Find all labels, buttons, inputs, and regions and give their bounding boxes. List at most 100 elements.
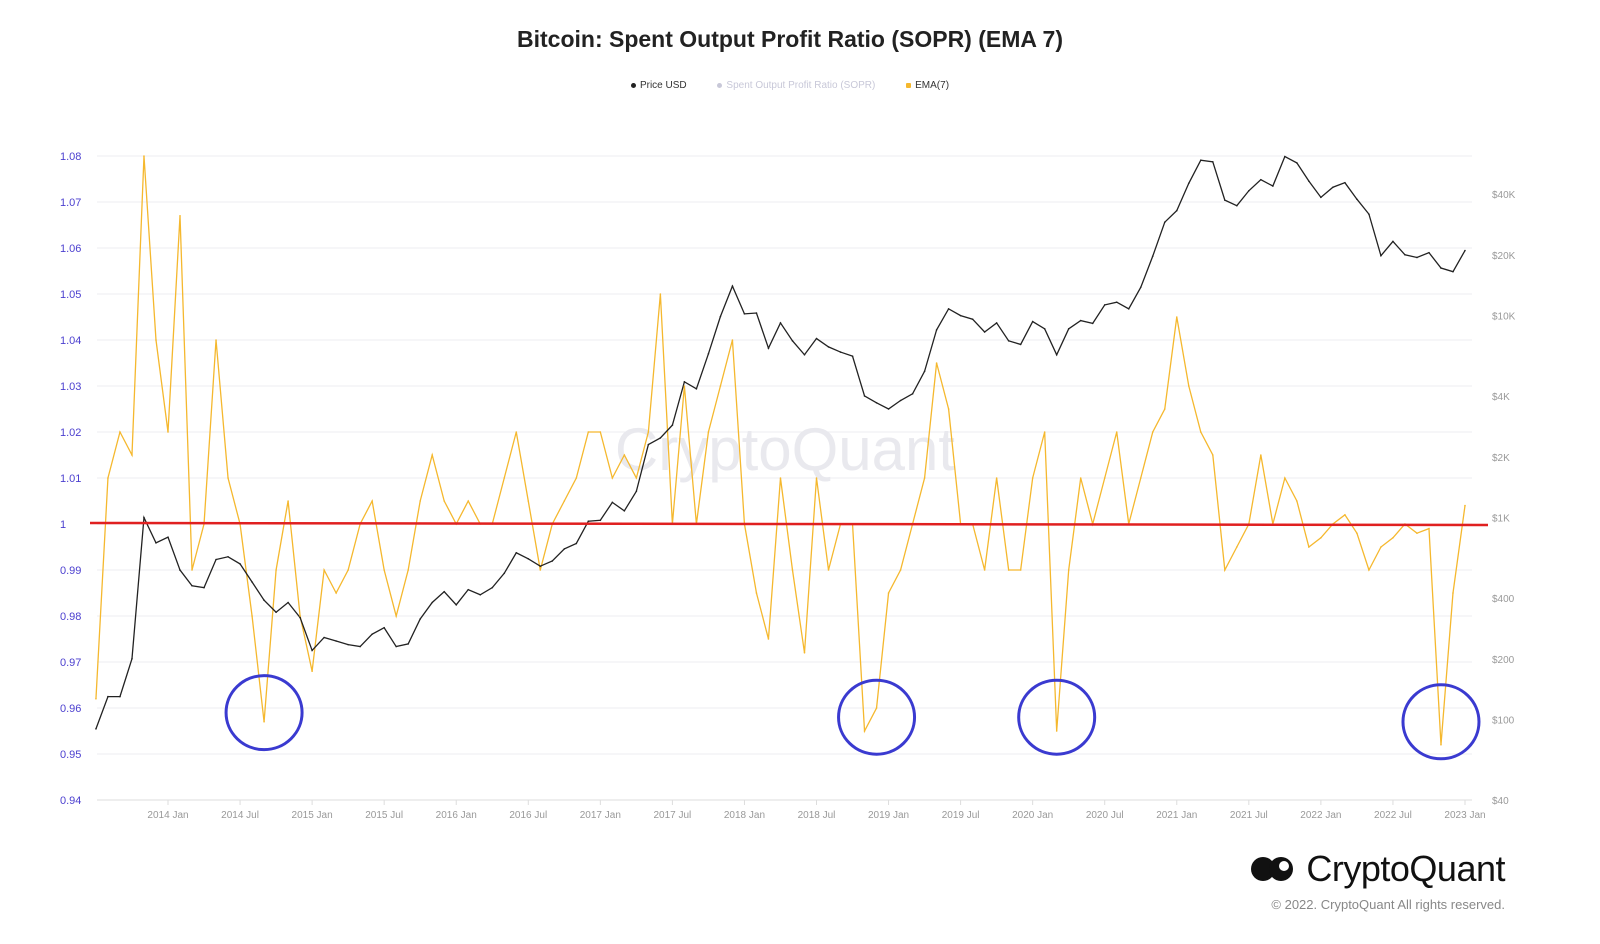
ema7-point xyxy=(119,431,121,433)
y-right-tick-label: $40K xyxy=(1492,190,1516,201)
ema7-point xyxy=(1103,477,1106,479)
price-point xyxy=(611,501,614,504)
price-points xyxy=(95,155,1466,730)
price-point xyxy=(635,490,638,493)
price-point xyxy=(1043,328,1046,330)
price-point xyxy=(1332,186,1334,189)
price-point xyxy=(1236,204,1238,207)
ema7-point xyxy=(443,500,446,502)
price-point xyxy=(167,536,169,538)
ema7-point xyxy=(983,569,986,571)
ema7-point xyxy=(623,454,626,456)
ema7-point xyxy=(287,500,289,502)
y-left-tick-label: 1.06 xyxy=(60,243,81,255)
ema7-point xyxy=(371,500,373,502)
cryptoquant-logo-icon xyxy=(1251,857,1294,881)
x-tick-label: 2020 Jan xyxy=(1012,810,1053,821)
price-point xyxy=(143,516,145,519)
legend-dot-icon xyxy=(717,82,723,88)
ema7-point xyxy=(1320,537,1322,539)
x-tick-label: 2021 Jul xyxy=(1230,810,1268,821)
x-tick-label: 2023 Jan xyxy=(1444,810,1485,821)
price-point xyxy=(467,588,470,591)
ema7-point xyxy=(467,500,470,502)
price-point xyxy=(1139,286,1142,289)
ema7-point xyxy=(1079,477,1082,479)
price-point xyxy=(1320,196,1322,199)
price-point xyxy=(1260,178,1262,181)
reference-line-sopr-1 xyxy=(89,521,1489,527)
price-point xyxy=(1163,221,1166,224)
y-left-tick-label: 0.97 xyxy=(60,657,81,669)
x-tick-label: 2017 Jan xyxy=(580,810,621,821)
legend-ema[interactable]: EMA(7) xyxy=(906,80,949,91)
price-point xyxy=(1356,198,1358,200)
price-point xyxy=(563,548,566,550)
price-point xyxy=(1452,270,1454,273)
legend-dot-icon xyxy=(906,82,912,88)
price-point xyxy=(647,443,650,446)
ema7-point xyxy=(827,569,830,571)
x-tick-label: 2018 Jan xyxy=(724,810,765,821)
annotation-circle xyxy=(1017,678,1097,756)
price-point xyxy=(1067,328,1070,330)
price-point xyxy=(983,331,986,333)
x-tick-label: 2018 Jul xyxy=(798,810,836,821)
y-right-tick-label: $10K xyxy=(1492,312,1516,323)
ema7-point xyxy=(395,615,397,617)
price-point xyxy=(947,308,950,310)
price-point xyxy=(1392,240,1394,243)
x-tick-label: 2014 Jul xyxy=(221,810,259,821)
ema7-point xyxy=(191,569,193,571)
ema7-point xyxy=(1007,569,1010,571)
y-right-tick-label: $100 xyxy=(1492,716,1515,727)
y-right-tick-label: $4K xyxy=(1492,392,1510,403)
chart-title: Bitcoin: Spent Output Profit Ratio (SOPR… xyxy=(517,26,1063,52)
ema7-point xyxy=(1199,431,1202,433)
price-point xyxy=(359,645,361,648)
ema7-point xyxy=(1296,500,1298,502)
y-left-tick-label: 1.04 xyxy=(60,335,81,347)
x-tick-label: 2016 Jan xyxy=(436,810,477,821)
ema7-point xyxy=(887,592,890,594)
price-point xyxy=(1248,189,1250,192)
y-right-tick-label: $20K xyxy=(1492,251,1516,262)
price-point xyxy=(959,314,962,317)
price-point xyxy=(527,558,530,560)
ema7-point xyxy=(383,569,385,571)
ema7-point xyxy=(899,569,902,571)
price-point xyxy=(407,643,409,645)
ema7-point xyxy=(1019,569,1022,571)
ema7-point xyxy=(635,477,638,479)
ema7-point xyxy=(1139,477,1142,479)
ema7-point xyxy=(179,215,181,217)
price-point xyxy=(371,633,373,635)
ema7-point xyxy=(779,477,782,479)
y-left-tick-label: 1.03 xyxy=(60,381,81,393)
ema7-point xyxy=(731,339,734,341)
legend-sopr[interactable]: Spent Output Profit Ratio (SOPR) xyxy=(717,80,875,91)
price-point xyxy=(1091,322,1094,325)
ema7-point xyxy=(1308,546,1310,548)
ema7-point xyxy=(707,431,710,433)
x-tick-label: 2016 Jul xyxy=(509,810,547,821)
price-point xyxy=(1308,180,1310,182)
ema7-point xyxy=(923,477,926,479)
ema7-point xyxy=(875,707,878,709)
ema7-point xyxy=(419,500,421,502)
price-point xyxy=(971,318,974,320)
y-left-tick-label: 1 xyxy=(60,519,66,531)
y-left-tick-label: 1.01 xyxy=(60,473,81,485)
ema7-point xyxy=(935,362,938,364)
ema7-point xyxy=(1344,514,1346,516)
watermark: CryptoQuant xyxy=(615,416,955,483)
price-point xyxy=(1115,301,1118,304)
price-point xyxy=(287,601,289,604)
x-tick-label: 2017 Jul xyxy=(653,810,691,821)
legend-price[interactable]: Price USD xyxy=(630,80,687,91)
price-point xyxy=(215,558,217,561)
price-point xyxy=(539,565,542,567)
ema7-point xyxy=(1212,454,1214,456)
